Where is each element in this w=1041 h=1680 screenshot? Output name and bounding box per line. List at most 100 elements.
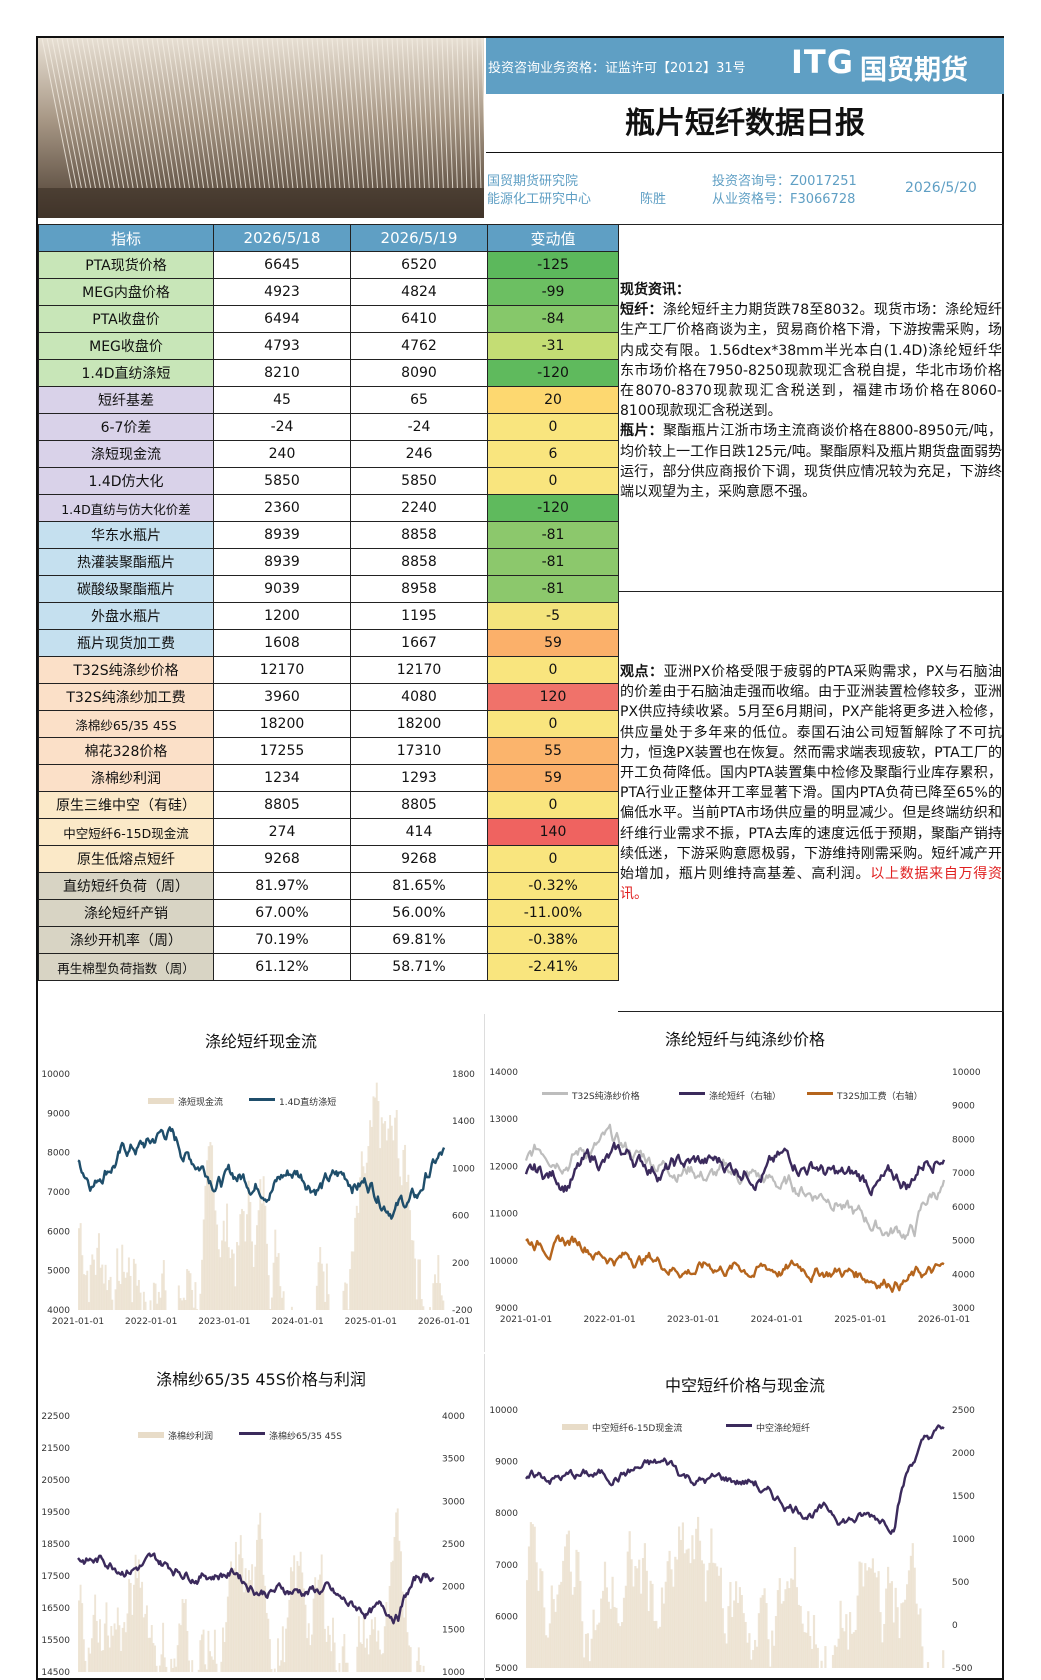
bar-mark	[394, 1117, 397, 1310]
bar-mark	[259, 1179, 262, 1310]
bar-mark	[704, 1601, 707, 1668]
bar-mark	[81, 1255, 84, 1310]
loom-thread	[386, 38, 397, 189]
change-cell: 59	[487, 629, 619, 657]
bar-mark	[249, 1201, 252, 1310]
bar-mark	[273, 1668, 276, 1672]
indicator-cell: T32S纯涤纱加工费	[38, 683, 214, 711]
loom-thread	[341, 38, 355, 189]
license-text: 投资咨询业务资格：证监许可【2012】31号	[488, 61, 746, 76]
bar-mark	[824, 1646, 827, 1668]
bar-mark	[399, 1176, 402, 1310]
loom-thread	[201, 38, 223, 189]
bar-mark	[187, 1270, 190, 1310]
bar-mark	[239, 1535, 242, 1672]
indicator-cell: 涤短现金流	[38, 440, 214, 468]
bar-mark	[262, 1574, 265, 1672]
value-cell: 17255	[213, 737, 351, 765]
indicator-cell: 涤棉纱利润	[38, 764, 214, 792]
bar-mark	[915, 1603, 918, 1668]
bar-mark	[234, 1541, 237, 1672]
loom-thread	[146, 38, 172, 189]
value-cell: 1608	[213, 629, 351, 657]
bar-mark	[289, 1567, 292, 1672]
bar-mark	[873, 1572, 876, 1668]
bar-mark	[695, 1528, 698, 1668]
bar-mark	[149, 1300, 152, 1310]
y-tick-label-left: 14500	[41, 1668, 70, 1678]
table-row: 瓶片现货加工费 1608 1667 59	[38, 629, 619, 657]
table-row: 1.4D直纺与仿大化价差 2360 2240 -120	[38, 494, 619, 522]
loom-thread	[316, 38, 331, 189]
bar-mark	[887, 1566, 890, 1668]
bar-mark	[723, 1633, 726, 1668]
bar-mark	[406, 1632, 409, 1672]
bar-mark	[784, 1589, 787, 1668]
legend-swatch	[239, 1432, 265, 1435]
loom-thread	[326, 38, 341, 189]
bar-mark	[573, 1587, 576, 1668]
loom-thread	[56, 38, 87, 189]
bottle-label: 瓶片：	[620, 423, 663, 440]
bar-mark	[352, 1251, 355, 1310]
loom-thread	[311, 38, 327, 189]
bar-mark	[78, 1228, 80, 1310]
bar-mark	[319, 1247, 322, 1310]
chart-title: 涤棉纱65/35 45S价格与利润	[156, 1370, 366, 1389]
bar-mark	[548, 1623, 551, 1668]
table-row: 原生低熔点短纤 9268 9268 0	[38, 845, 619, 873]
value-cell: 8958	[350, 575, 488, 603]
bar-mark	[397, 1158, 400, 1310]
loom-thread	[51, 38, 82, 189]
indicator-cell: 华东水瓶片	[38, 521, 214, 549]
bar-mark	[177, 1285, 180, 1310]
loom-thread	[391, 38, 402, 189]
bar-mark	[267, 1618, 270, 1672]
bar-mark	[94, 1274, 97, 1310]
bar-mark	[184, 1599, 187, 1672]
bar-mark	[99, 1619, 101, 1672]
x-tick-label: 2021-01-01	[500, 1315, 552, 1325]
bar-mark	[200, 1634, 203, 1672]
bar-mark	[199, 1293, 202, 1310]
bar-mark	[275, 1256, 278, 1310]
bar-mark	[634, 1566, 637, 1668]
value-cell: -24	[213, 413, 351, 441]
loom-thread	[266, 38, 284, 189]
bar-mark	[716, 1566, 719, 1668]
value-cell: 12170	[213, 656, 351, 684]
table-row: PTA收盘价 6494 6410 -84	[38, 305, 619, 333]
bar-mark	[333, 1642, 336, 1672]
bar-mark	[657, 1628, 660, 1668]
loom-thread	[306, 38, 322, 189]
spot-heading: 现货资讯：	[620, 282, 690, 298]
bar-mark	[84, 1660, 87, 1672]
loom-thread	[231, 38, 252, 189]
y-tick-label-left: 4000	[47, 1306, 70, 1316]
bar-mark	[241, 1558, 244, 1672]
bar-mark	[216, 1224, 219, 1310]
loom-thread	[156, 38, 181, 189]
legend-label: 1.4D直纺涤短	[279, 1096, 336, 1108]
chart-title: 涤纶短纤与纯涤纱价格	[664, 1030, 825, 1049]
y-tick-label-right: 1000	[452, 1164, 475, 1174]
bar-mark	[116, 1607, 119, 1672]
bar-mark	[362, 1613, 365, 1672]
x-tick-label: 2021-01-01	[52, 1317, 104, 1327]
chart-hollow-fiber-plot: 1000090008000700060005000250020001500100…	[489, 1406, 975, 1674]
table-row: 1.4D仿大化 5850 5850 0	[38, 467, 619, 495]
bar-mark	[184, 1299, 187, 1310]
loom-thread	[141, 38, 167, 189]
bar-mark	[327, 1294, 330, 1310]
bar-mark	[128, 1579, 131, 1672]
bar-mark	[210, 1656, 213, 1672]
indicator-cell: PTA收盘价	[38, 305, 214, 333]
indicator-cell: MEG内盘价格	[38, 278, 214, 306]
bar-mark	[837, 1638, 840, 1668]
bar-mark	[201, 1259, 204, 1310]
bar-mark	[907, 1570, 911, 1668]
value-cell: 2360	[213, 494, 351, 522]
bar-mark	[279, 1286, 282, 1310]
value-cell: 6410	[350, 305, 488, 333]
loom-thread	[186, 38, 209, 189]
